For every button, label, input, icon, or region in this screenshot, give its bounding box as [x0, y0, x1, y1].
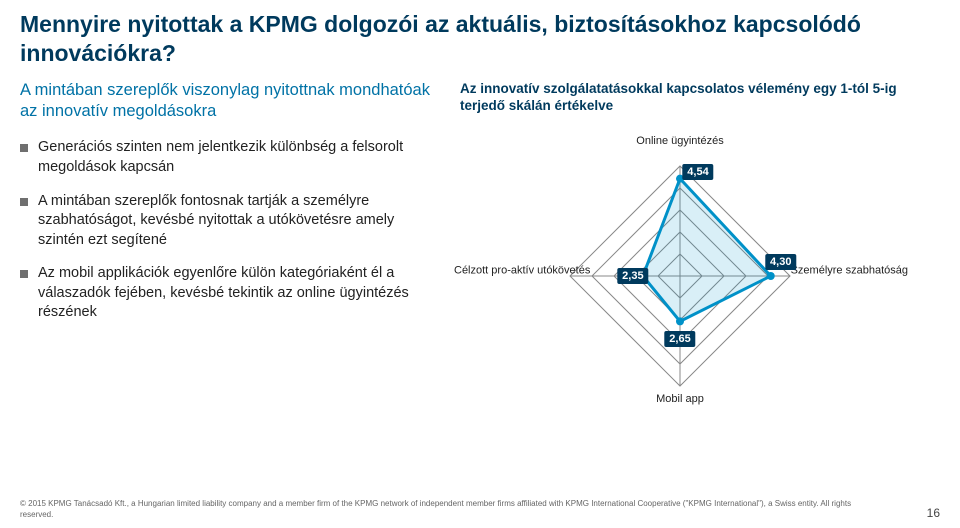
- bullet-item: A mintában szereplők fontosnak tartják a…: [20, 192, 440, 251]
- bullet-item: Az mobil applikációk egyenlőre külön kat…: [20, 264, 440, 323]
- copyright-text: © 2015 KPMG Tanácsadó Kft., a Hungarian …: [20, 499, 860, 520]
- axis-label-left: Célzott pro-aktív utókövetés: [454, 264, 590, 277]
- left-column: A mintában szereplők viszonylag nyitottn…: [20, 80, 460, 421]
- subtitle: A mintában szereplők viszonylag nyitottn…: [20, 80, 440, 123]
- axis-label-bottom: Mobil app: [656, 393, 704, 406]
- slide-title: Mennyire nyitottak a KPMG dolgozói az ak…: [0, 0, 960, 76]
- content-area: A mintában szereplők viszonylag nyitottn…: [0, 76, 960, 421]
- radar-chart: Online ügyintézés Személyre szabhatóság …: [460, 121, 900, 421]
- bullet-list: Generációs szinten nem jelentkezik külön…: [20, 138, 440, 323]
- page-number: 16: [927, 506, 940, 520]
- bullet-item: Generációs szinten nem jelentkezik külön…: [20, 138, 440, 177]
- axis-label-right: Személyre szabhatóság: [791, 264, 908, 277]
- right-column: Az innovatív szolgálatatásokkal kapcsola…: [460, 80, 940, 421]
- footer: © 2015 KPMG Tanácsadó Kft., a Hungarian …: [20, 499, 940, 520]
- chart-title: Az innovatív szolgálatatásokkal kapcsola…: [460, 80, 940, 115]
- value-badge: 4,54: [682, 164, 713, 180]
- value-badge: 2,65: [664, 331, 695, 347]
- value-badge: 4,30: [765, 254, 796, 270]
- value-badge: 2,35: [617, 268, 648, 284]
- axis-label-top: Online ügyintézés: [636, 135, 723, 148]
